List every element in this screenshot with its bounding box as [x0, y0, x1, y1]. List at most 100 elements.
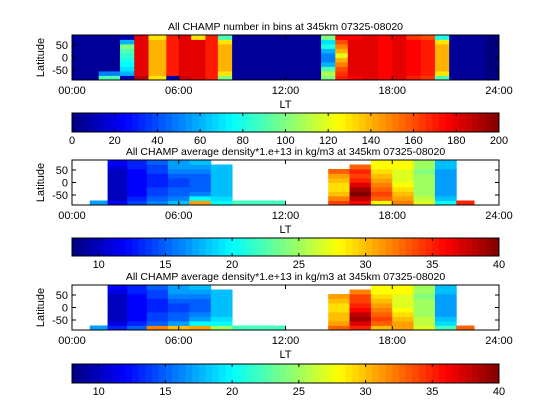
- colorbar-1-segment-42: [352, 113, 360, 132]
- colorbar-2-segment-44: [365, 238, 373, 256]
- panel-3-cell-c4-b7: [168, 294, 190, 299]
- colorbar-1-segment-61: [478, 113, 487, 132]
- colorbar-1-segment-18: [192, 113, 200, 132]
- colorbar-1-segment-5: [105, 113, 113, 132]
- panel-2-cell-c4-b3: [168, 187, 190, 192]
- panel-1-cell-c16-b4: [392, 57, 407, 63]
- panel-3-cell-c12-b2: [392, 316, 414, 322]
- colorbar-1-segment-9: [132, 113, 140, 132]
- panel-3-cell-c2-b2: [127, 316, 148, 322]
- panel-3-cell-c3-b0: [146, 325, 169, 331]
- panel-2-ytick-2: -50: [52, 190, 68, 202]
- panel-3-cell-c12-b9: [392, 285, 414, 290]
- colorbar-3-segment-36: [312, 364, 320, 383]
- panel-1-cell-c4-b5: [148, 53, 167, 58]
- panel-3-cell-c10-b6: [349, 298, 372, 304]
- colorbar-2-segment-43: [358, 238, 367, 256]
- panel-1-cell-c5-b4: [166, 57, 180, 63]
- panel-3-cell-c5-b6: [189, 298, 212, 304]
- panel-1-cell-c7-b9: [191, 35, 206, 40]
- colorbar-3-segment-19: [198, 364, 206, 383]
- colorbar-1-segment-29: [265, 113, 273, 132]
- colorbar-3-frame: [71, 363, 500, 384]
- panel-1-cell-c10-b1: [232, 71, 322, 76]
- panel-1-cell-c9-b1: [217, 71, 233, 76]
- panel-3-cell-c3-b1: [146, 321, 169, 326]
- colorbar-2-segment-0: [72, 238, 80, 256]
- panel-2-cell-c14-b1: [434, 196, 457, 201]
- panel-2-cell-c13-b6: [413, 173, 436, 179]
- colorbar-1-segment-15: [172, 113, 180, 132]
- colorbar-1-segment-0: [72, 113, 80, 132]
- colorbar-3-segment-56: [445, 364, 453, 383]
- panel-1-cell-c8-b4: [205, 57, 219, 63]
- panel-3-cell-c1-b4: [107, 307, 128, 313]
- colorbar-3-segment-7: [118, 364, 126, 383]
- panel-3-cell-c1-b6: [107, 298, 128, 304]
- panel-1-cell-c2-b3: [120, 62, 135, 67]
- panel-3-cell-c13-b4: [413, 307, 436, 313]
- panel-1-cell-c3-b6: [134, 48, 149, 54]
- panel-1-cell-c14-b6: [362, 48, 379, 54]
- colorbar-2-segment-5: [105, 238, 113, 256]
- panel-2-cell-c13-b7: [413, 169, 436, 174]
- panel-2-cell-c1-b3: [107, 187, 128, 192]
- panel-3-cell-c11-b0: [370, 325, 393, 331]
- panel-2-cell-c13-b0: [413, 200, 436, 206]
- colorbar-2-segment-41: [345, 238, 353, 256]
- panel-2-cell-c6-b5: [210, 178, 233, 183]
- panel-2-cell-c13-b2: [413, 191, 436, 197]
- colorbar-1-segment-31: [278, 113, 286, 132]
- panel-2-cell-c1-b0: [107, 200, 128, 206]
- panel-1-xtick-1: 06:00: [165, 85, 193, 97]
- colorbar-3-tick-1: 15: [159, 386, 171, 398]
- colorbar-1-segment-39: [332, 113, 340, 132]
- panel-3-cell-c5-b3: [189, 312, 212, 317]
- panel-1-cell-c18-b3: [420, 62, 436, 67]
- colorbar-3-segment-51: [412, 364, 420, 383]
- panel-2-cell-c14-b3: [434, 187, 457, 192]
- colorbar-1-segment-2: [85, 113, 93, 132]
- panel-2-cell-c5-b3: [189, 187, 212, 192]
- panel-1-cell-c9-b2: [217, 66, 233, 72]
- panel-2-cell-c5-b4: [189, 182, 212, 188]
- colorbar-1-segment-58: [458, 113, 467, 132]
- panel-1-cell-c0-b6: [72, 48, 100, 54]
- panel-1-xtick-3: 18:00: [378, 85, 406, 97]
- colorbar-2-segment-27: [252, 238, 260, 256]
- colorbar-2-segment-29: [265, 238, 273, 256]
- colorbar-2-segment-28: [258, 238, 266, 256]
- colorbar-1-segment-53: [425, 113, 433, 132]
- panel-1-cell-c2-b7: [120, 44, 135, 49]
- panel-2-xtick-0: 00:00: [58, 210, 86, 222]
- panel-2-cell-c10-b7: [349, 169, 372, 174]
- colorbar-2-segment-42: [352, 238, 360, 256]
- panel-2-cell-c3-b2: [146, 191, 169, 197]
- panel-2-cell-c12-b5: [392, 178, 414, 183]
- colorbar-2-segment-48: [392, 238, 400, 256]
- colorbar-1-segment-13: [158, 113, 166, 132]
- colorbar-2-segment-21: [212, 238, 220, 256]
- panel-2-cell-c0-b0: [89, 200, 108, 206]
- panel-1-cell-c2-b0: [120, 75, 135, 81]
- panel-3-cell-c14-b6: [434, 298, 457, 304]
- panel-1-cell-c17-b6: [406, 48, 422, 54]
- colorbar-3-segment-4: [98, 364, 106, 383]
- panel-2-cell-c6-b3: [210, 187, 233, 192]
- panel-3-cell-c4-b2: [168, 316, 190, 322]
- panel-1-cell-c0-b4: [72, 57, 100, 63]
- panel-2-cell-c3-b8: [146, 164, 169, 170]
- colorbar-2-tick-2: 20: [226, 259, 238, 271]
- panel-2-xtick-2: 12:00: [272, 210, 300, 222]
- colorbar-3-segment-15: [172, 364, 180, 383]
- colorbar-1-segment-22: [218, 113, 226, 132]
- panel-3-cell-c4-b6: [168, 298, 190, 304]
- panel-1-cell-c19-b9: [434, 35, 450, 40]
- panel-1-cell-c15-b6: [378, 48, 393, 54]
- panel-1-cell-c20-b9: [449, 35, 486, 40]
- panel-1-cell-c18-b5: [420, 53, 436, 58]
- panel-1-cell-c18-b9: [420, 35, 436, 40]
- colorbar-3-tick-6: 40: [493, 386, 505, 398]
- panel-2-cell-c9-b6: [328, 173, 350, 179]
- panel-1-cell-c12-b9: [335, 35, 349, 40]
